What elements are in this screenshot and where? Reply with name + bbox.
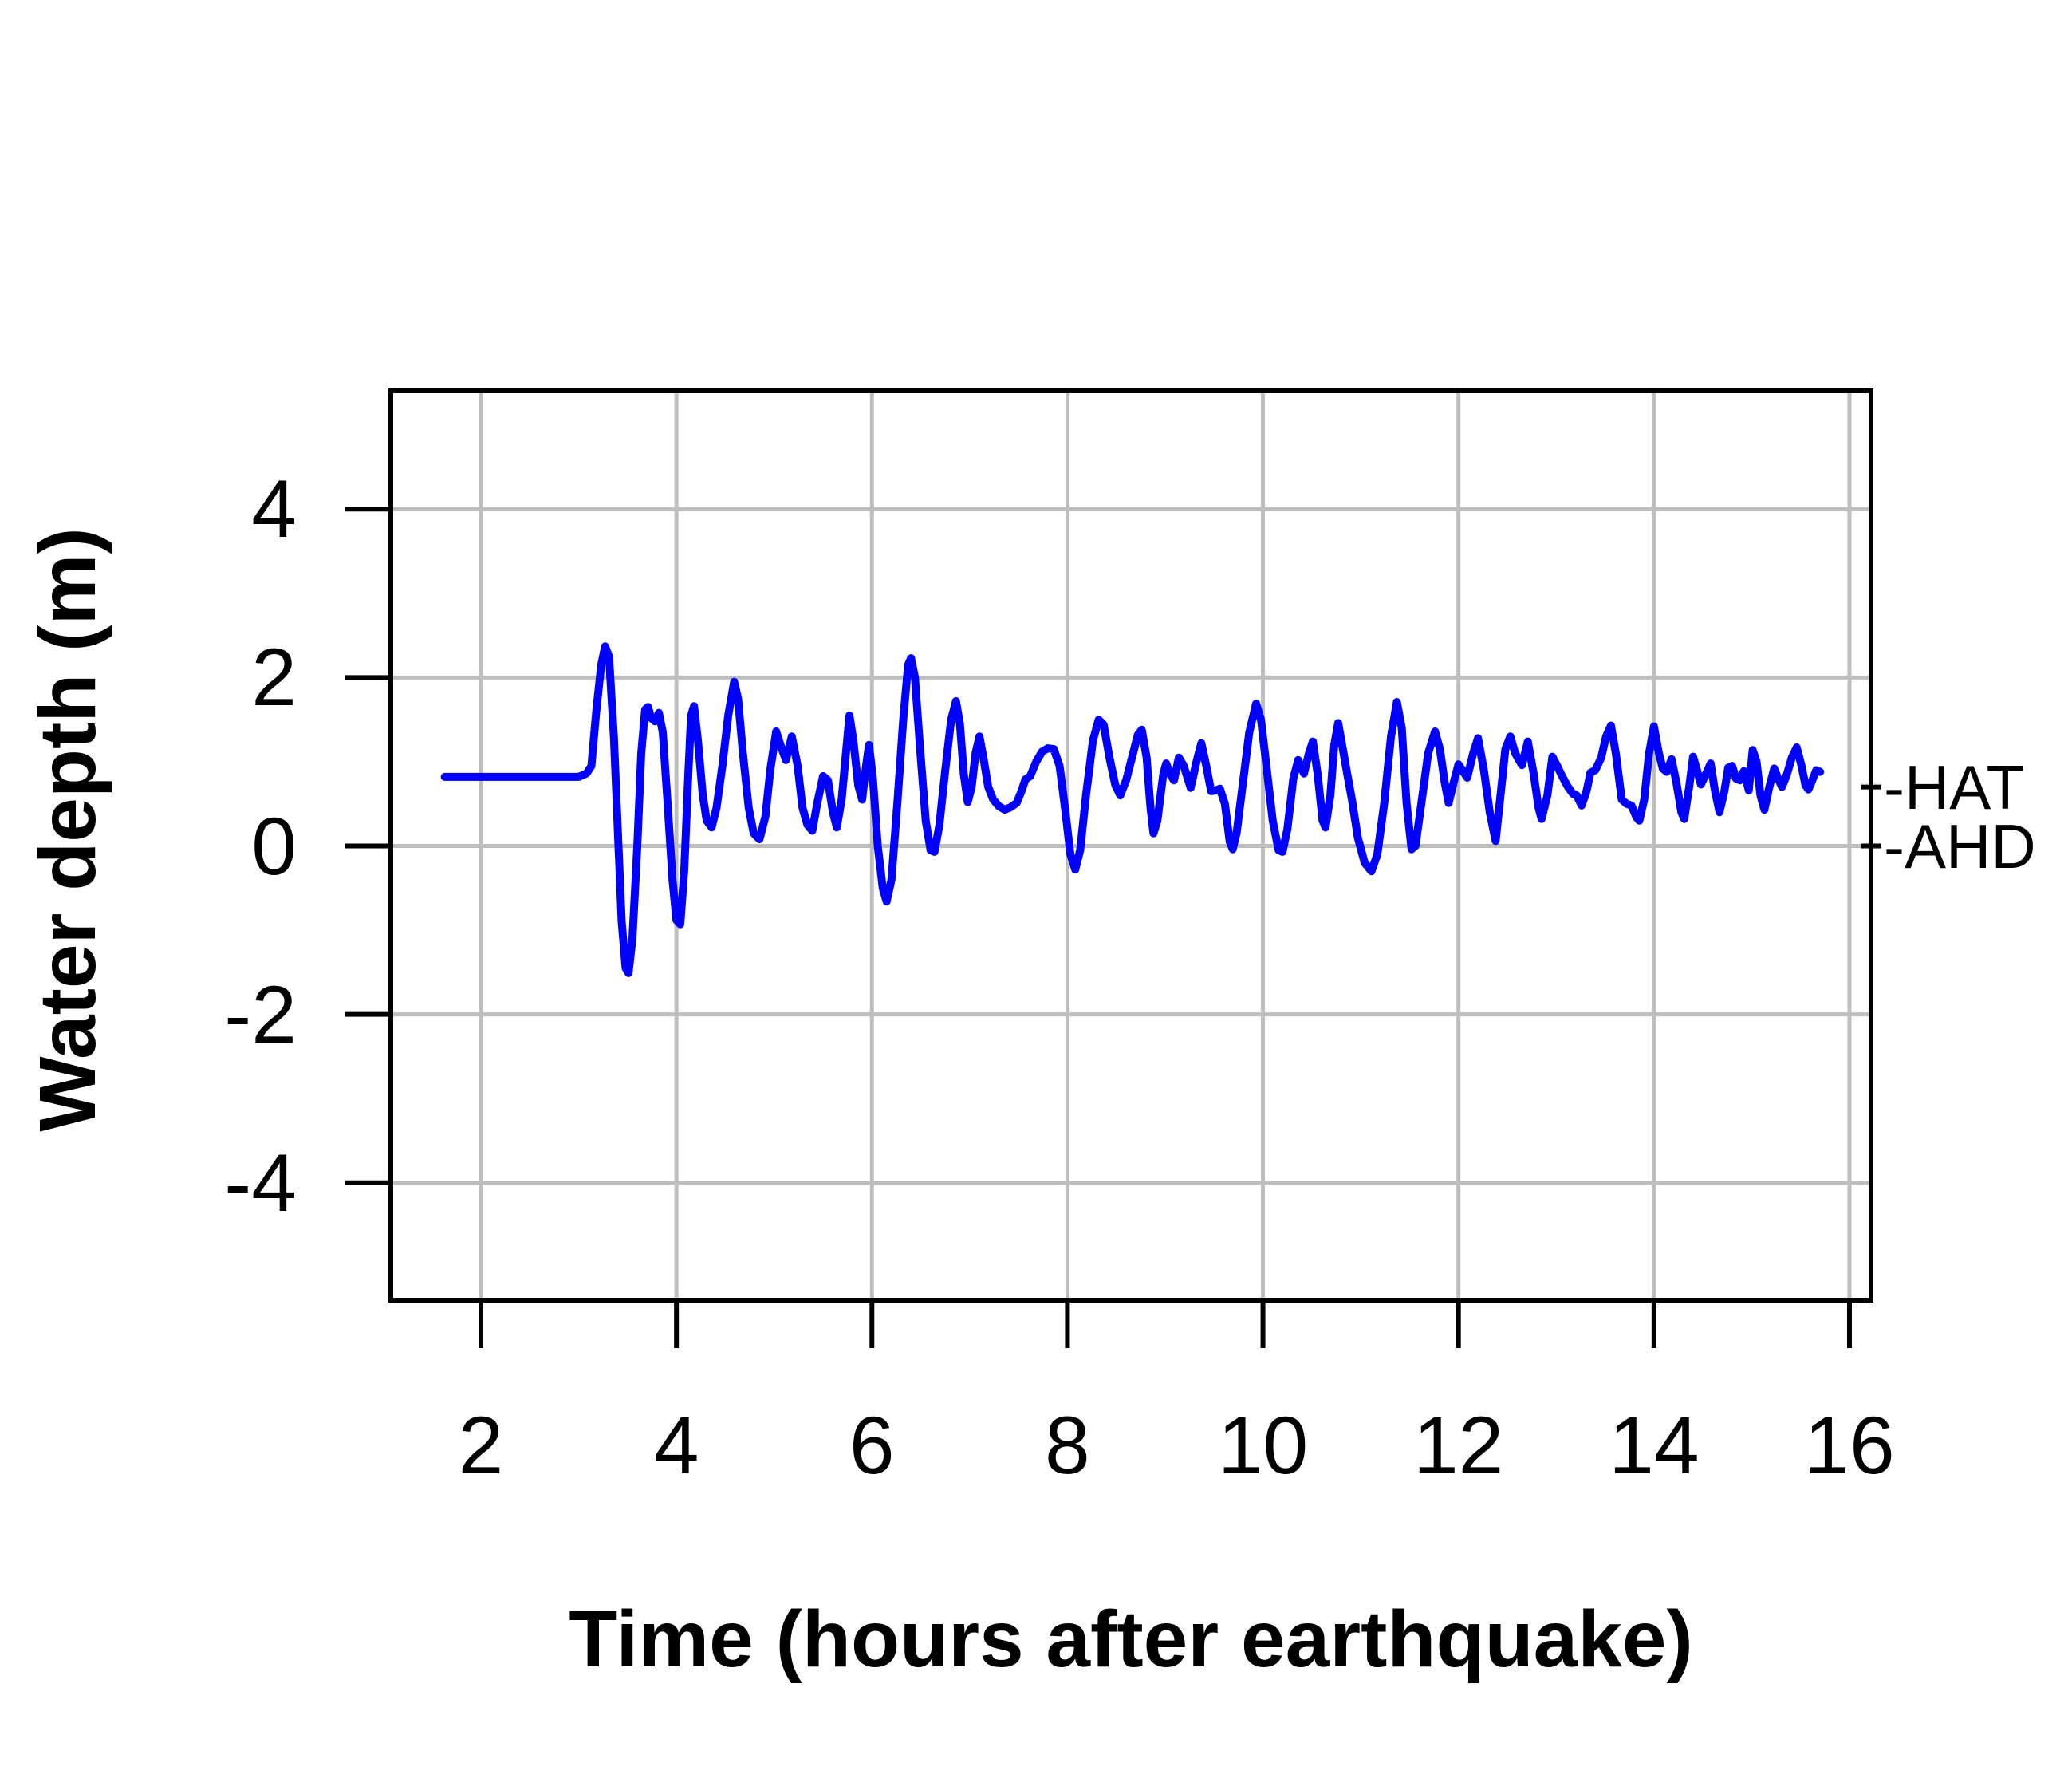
grid-lines: [391, 391, 1871, 1300]
x-tick-label: 10: [1217, 1400, 1309, 1491]
x-tick-label: 12: [1412, 1400, 1504, 1491]
axis-ticks: [345, 507, 1881, 1348]
y-tick-label: -4: [224, 1137, 297, 1228]
x-tick-label: 6: [849, 1400, 895, 1491]
water-depth-curve-group: [440, 642, 1825, 977]
hat-label: -HAT: [1884, 751, 2025, 822]
x-tick-label: 2: [458, 1400, 504, 1491]
x-tick-label: 16: [1804, 1400, 1895, 1491]
y-tick-label: 0: [251, 800, 297, 892]
x-tick-label: 8: [1045, 1400, 1090, 1491]
x-axis-title: Time (hours after earthquake): [569, 1595, 1693, 1684]
x-tick-label: 4: [653, 1400, 699, 1491]
water-depth-curve: [440, 642, 1825, 977]
y-tick-label: 2: [251, 632, 297, 723]
ahd-label: -AHD: [1884, 810, 2036, 881]
x-tick-label: 14: [1609, 1400, 1700, 1491]
y-tick-label: -2: [224, 968, 297, 1060]
y-tick-label: 4: [251, 463, 297, 555]
